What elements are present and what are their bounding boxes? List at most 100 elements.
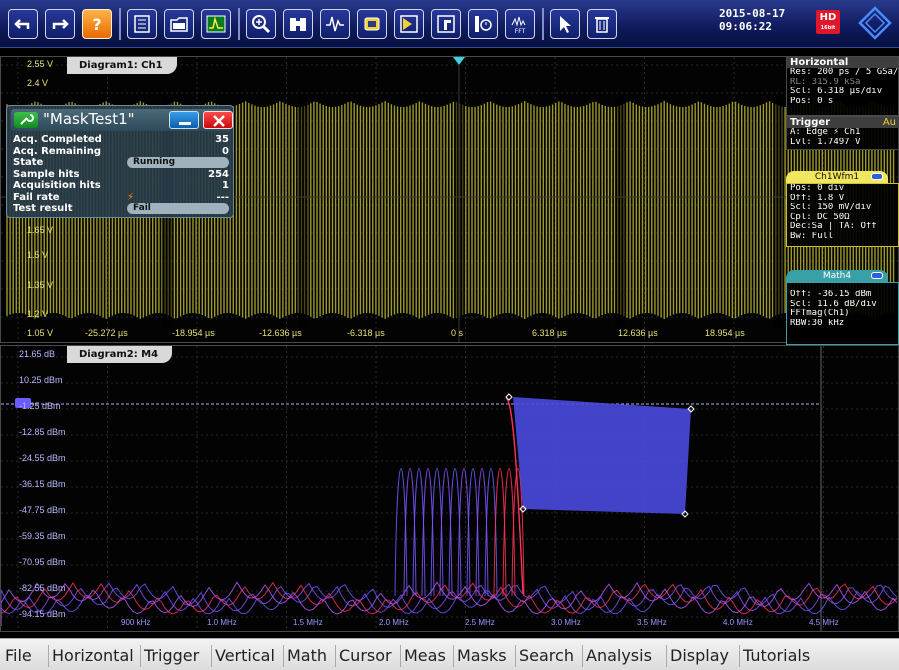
file-open-icon[interactable]: [164, 9, 194, 39]
diagram1-y-label: 1.5 V: [27, 250, 49, 260]
mask-stat-value: ---: [216, 191, 229, 203]
diagram1-x-label: -18.954 µs: [172, 328, 215, 338]
hd-label: HD: [819, 12, 837, 23]
diagram1-x-label: -25.272 µs: [85, 328, 128, 338]
mask-point-handle[interactable]: [519, 505, 527, 513]
menu-analysis[interactable]: Analysis: [586, 646, 652, 665]
select-icon[interactable]: [550, 9, 580, 39]
trigger-panel[interactable]: Trigger Au A: Edge ⚡ Ch1 Lvl: 1.7497 V: [786, 116, 899, 150]
svg-text:?: ?: [92, 15, 101, 34]
diagram1-y-label: 2.55 V: [27, 59, 54, 69]
math4-tab[interactable]: Math4: [786, 270, 888, 282]
trigger-mode: Au: [882, 117, 896, 128]
mask-test-panel[interactable]: "MaskTest1" Acq. Completed 35 Acq. Remaini…: [6, 105, 234, 218]
menu-tutorials[interactable]: Tutorials: [743, 646, 811, 665]
close-button[interactable]: [203, 111, 233, 129]
ch1wfm1-line: Off: 1.8 V: [790, 193, 845, 203]
diagram1-tab[interactable]: Diagram1: Ch1: [67, 57, 177, 74]
minimize-button[interactable]: [169, 111, 199, 129]
mask-test-header: "MaskTest1": [11, 109, 233, 131]
math4-toggle-icon[interactable]: [871, 272, 883, 279]
menu-separator: [515, 645, 516, 667]
mask-stat-row: Fail rate --- ⚡: [13, 192, 229, 203]
diagram2-y-label: -82.55 dBm: [19, 583, 66, 593]
ch1wfm1-tab-label: Ch1Wfm1: [814, 172, 860, 182]
menu-display[interactable]: Display: [670, 646, 729, 665]
math4-panel[interactable]: Off: -36.15 dBm Scl: 11.6 dB/div FFTmag(Ch…: [786, 282, 899, 345]
zoom-icon[interactable]: [246, 9, 276, 39]
trigger-lvl: Lvl: 1.7497 V: [790, 137, 861, 147]
menu-vertical[interactable]: Vertical: [215, 646, 275, 665]
help-icon[interactable]: ?: [82, 9, 112, 39]
ch1wfm1-panel[interactable]: Pos: 0 div Off: 1.8 V Scl: 150 mV/div Cpl: …: [786, 183, 899, 247]
menu-horizontal[interactable]: Horizontal: [52, 646, 134, 665]
signal-bar-icon[interactable]: [127, 9, 157, 39]
menu-separator: [48, 645, 49, 667]
menu-math[interactable]: Math: [287, 646, 328, 665]
mask-point-handle[interactable]: [687, 405, 695, 413]
autoset-icon[interactable]: [201, 9, 231, 39]
mask-stat-label: Fail rate: [13, 191, 60, 203]
horizontal-panel[interactable]: Horizontal Res: 200 ps / 5 GSa/s RL: 315…: [786, 56, 899, 116]
diagram2-spectrum: [1, 346, 898, 631]
toolbar: ? FFT 2015-08-17 09:06:22: [0, 0, 899, 48]
menu-trigger[interactable]: Trigger: [144, 646, 200, 665]
ch1wfm1-toggle-icon[interactable]: [871, 173, 883, 180]
diagram2[interactable]: Diagram2: M4 21.65 dB 10.25 dBm -1.25 dBm -…: [0, 345, 899, 632]
trigger-title: Trigger Au: [787, 117, 898, 128]
trigger-a: A: Edge ⚡ Ch1: [790, 128, 861, 137]
horizontal-res: Res: 200 ps / 5 GSa/s: [790, 68, 898, 77]
math4-reference-marker[interactable]: [15, 398, 31, 408]
math4-line: RBW:30 kHz: [790, 318, 845, 328]
ch1wfm1-tab[interactable]: Ch1Wfm1: [786, 171, 888, 183]
binoculars-icon[interactable]: [283, 9, 313, 39]
menu-search[interactable]: Search: [519, 646, 574, 665]
diagram1-y-label: 1.35 V: [27, 280, 54, 290]
menu-cursor[interactable]: Cursor: [339, 646, 392, 665]
mask-stat-pill: Running: [127, 157, 229, 168]
mask-icon[interactable]: [394, 9, 424, 39]
delete-icon[interactable]: [587, 9, 617, 39]
diagram2-y-label: -24.55 dBm: [19, 453, 66, 463]
hd-badge[interactable]: HD 16bit: [816, 10, 840, 34]
mask-point-handle[interactable]: [681, 510, 689, 518]
mask-point-handle[interactable]: [505, 393, 513, 401]
diagram2-x-label: 1.5 MHz: [293, 618, 323, 627]
trigger-position-icon[interactable]: [453, 57, 465, 65]
ch1wfm1-line: Scl: 150 mV/div: [790, 203, 872, 213]
mask-stat-row: Test result Fail: [13, 203, 229, 214]
menu-separator: [453, 645, 454, 667]
wrench-icon[interactable]: [14, 112, 38, 128]
cursor-pointer-icon[interactable]: [431, 9, 461, 39]
fft-icon[interactable]: FFT: [505, 9, 535, 39]
menu-meas[interactable]: Meas: [404, 646, 446, 665]
diagram2-x-label: 2.5 MHz: [465, 618, 495, 627]
ch1wfm1-line: Dec:Sa | TA: Off: [790, 222, 877, 232]
diagram2-y-label: -1.25 dBm: [19, 401, 61, 411]
mask-stat-label: Test result: [13, 203, 73, 214]
fail-flash-icon: ⚡: [127, 191, 135, 203]
mask-stat-row: Acq. Completed 35: [13, 134, 229, 145]
mask-segment[interactable]: [513, 397, 691, 514]
undo-icon[interactable]: [8, 9, 38, 39]
chip-icon[interactable]: [357, 9, 387, 39]
diagram1-x-label: 0 s: [451, 328, 464, 338]
diagram2-tab[interactable]: Diagram2: M4: [67, 346, 173, 363]
menu-separator: [666, 645, 667, 667]
redo-icon[interactable]: [45, 9, 75, 39]
history-icon[interactable]: [468, 9, 498, 39]
menu-masks[interactable]: Masks: [457, 646, 507, 665]
diagram2-y-label: -70.95 dBm: [19, 557, 66, 567]
diagram1-x-label: 18.954 µs: [705, 328, 745, 338]
menu-file[interactable]: File: [5, 646, 32, 665]
menu-separator: [335, 645, 336, 667]
menu-separator: [211, 645, 212, 667]
histogram-icon[interactable]: [320, 9, 350, 39]
diagram2-x-label: 4.0 MHz: [723, 618, 753, 627]
horizontal-pos: Pos: 0 s: [790, 96, 834, 106]
toolbar-separator: [119, 8, 121, 40]
date-label: 2015-08-17: [719, 7, 786, 20]
mask-stat-row: State Running: [13, 157, 229, 168]
ch1wfm1-line: Bw: Full: [790, 231, 834, 241]
math4-line: Off: -36.15 dBm: [790, 290, 872, 299]
